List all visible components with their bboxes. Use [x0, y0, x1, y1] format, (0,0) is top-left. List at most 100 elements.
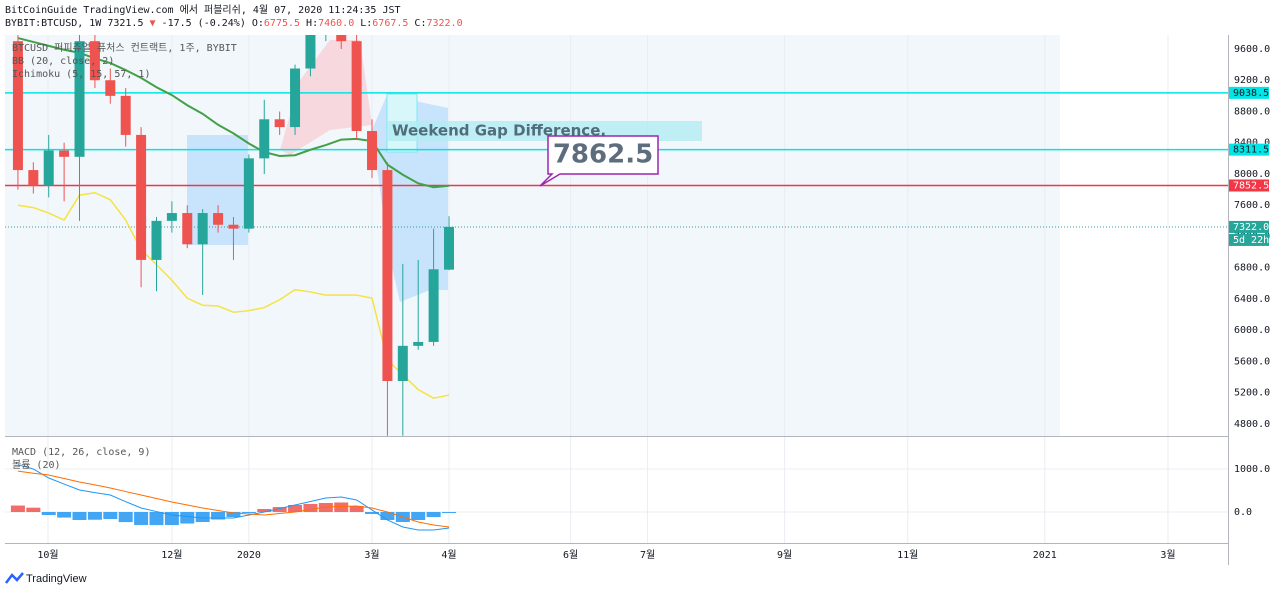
candle-body: [120, 95, 131, 135]
header-segment: H:: [300, 18, 319, 29]
candle-body: [105, 80, 116, 96]
y-tick-label: 1000.0: [1234, 464, 1270, 475]
indicator-line: [17, 37, 450, 189]
candle-body: [428, 269, 439, 342]
countdown-tag: [1229, 233, 1269, 246]
y-tick-label: 0.0: [1234, 507, 1252, 518]
histogram-bar: [134, 511, 149, 525]
legend-entry: 볼륨 (20): [12, 459, 61, 471]
candle-body: [382, 170, 393, 382]
histogram-bar: [72, 511, 87, 520]
price-label: 7322.0: [1233, 222, 1269, 233]
histogram-bar: [226, 511, 241, 518]
legend-entry: BTCUSD 퍼피츄얼 퓨처스 컨트랙트, 1주, BYBIT: [12, 42, 237, 54]
candle-body: [228, 224, 239, 229]
candle-body: [12, 41, 23, 171]
header-segment: BYBIT:BTCUSD, 1W 7321.5: [5, 18, 150, 29]
histogram-bar: [334, 502, 349, 512]
histogram-bar: [149, 511, 164, 526]
histogram-bar: [26, 507, 41, 512]
x-tick-label: 2021: [1033, 550, 1057, 561]
candle-body: [151, 220, 162, 260]
cloud: [187, 135, 248, 245]
callout-box: [539, 135, 659, 187]
candle-body: [59, 150, 70, 157]
candle-body: [413, 341, 424, 346]
y-tick-label: 6800.0: [1234, 263, 1270, 274]
legend-entry: BB (20, close, 2): [12, 56, 114, 67]
legend-entry: MACD (12, 26, close, 9): [12, 447, 150, 458]
candle-body: [397, 345, 408, 382]
price-tag: [1229, 179, 1269, 192]
candle-body: [336, 35, 347, 42]
callout: 7862.5: [553, 140, 653, 170]
header-segment: ▼: [149, 18, 156, 29]
brand: TradingView: [26, 573, 87, 585]
logo: [5, 572, 24, 584]
y-tick-label: 8000.0: [1234, 169, 1270, 180]
price-label: 7852.5: [1233, 181, 1269, 192]
histogram-bar: [57, 511, 72, 518]
candle-body: [28, 170, 39, 186]
price-tag: [1229, 220, 1269, 233]
price-label: 9038.5: [1233, 88, 1269, 99]
candle-body: [367, 131, 378, 171]
histogram-bar: [288, 504, 303, 512]
y-tick-label: 8800.0: [1234, 106, 1270, 117]
candle-body: [74, 41, 85, 157]
header: BitCoinGuide TradingView.com 에서 퍼블리쉬, 4월…: [5, 4, 463, 30]
y-tick-label: 9200.0: [1234, 75, 1270, 86]
x-tick-label: 11월: [897, 549, 918, 561]
price-label: 8311.5: [1233, 145, 1269, 156]
histogram-bar: [272, 507, 287, 512]
x-tick-label: 9월: [777, 549, 792, 561]
histogram-bar: [365, 511, 380, 514]
histogram-bar: [41, 511, 56, 516]
x-tick-label: 12월: [161, 549, 182, 561]
macd-line: [17, 464, 450, 531]
candle-body: [43, 150, 54, 186]
indicator-line: [17, 191, 450, 399]
x-tick-label: 7월: [640, 549, 655, 561]
candle-body: [182, 213, 193, 245]
x-tick-label: 3월: [1160, 549, 1175, 561]
candle-body: [274, 119, 285, 128]
candle-body: [351, 41, 362, 132]
header-segment: C:: [408, 18, 427, 29]
histogram-bar: [411, 511, 426, 520]
background-range: [5, 35, 1060, 436]
price-tag: [1229, 143, 1269, 156]
x-tick-label: 3월: [364, 549, 379, 561]
legend-entry: Ichimoku (5, 15, 57, 1): [12, 69, 150, 80]
price-tag: [1229, 86, 1269, 99]
histogram-bar: [103, 511, 118, 520]
y-tick-label: 4800.0: [1234, 419, 1270, 430]
histogram-bar: [195, 511, 210, 523]
macd-line: [17, 470, 450, 528]
histogram-bar: [426, 511, 441, 518]
y-tick-label: 6400.0: [1234, 294, 1270, 305]
header-segment: L:: [354, 18, 373, 29]
annotation: Weekend Gap Difference.: [392, 122, 606, 140]
x-tick-label: 2020: [237, 550, 261, 561]
y-tick-label: 5600.0: [1234, 356, 1270, 367]
histogram-bar: [87, 511, 102, 520]
histogram-bar: [118, 511, 133, 523]
x-tick-label: 4월: [441, 549, 456, 561]
histogram-bar: [257, 508, 272, 512]
header-segment: 7322.0: [426, 18, 463, 29]
y-tick-label: 9600.0: [1234, 44, 1270, 55]
candle-body: [213, 213, 224, 225]
candle-body: [243, 158, 254, 229]
histogram-bar: [241, 511, 256, 514]
candle-body: [290, 68, 301, 128]
header-line: BYBIT:BTCUSD, 1W 7321.5 ▼ -17.5 (-0.24%)…: [5, 17, 463, 30]
candle-body: [321, 26, 331, 34]
histogram-bar: [441, 511, 456, 513]
candle-body: [197, 213, 208, 245]
y-tick-label: 8400.0: [1234, 138, 1270, 149]
candle-body: [443, 226, 454, 270]
y-tick-label: 7600.0: [1234, 200, 1270, 211]
cloud: [280, 40, 372, 155]
